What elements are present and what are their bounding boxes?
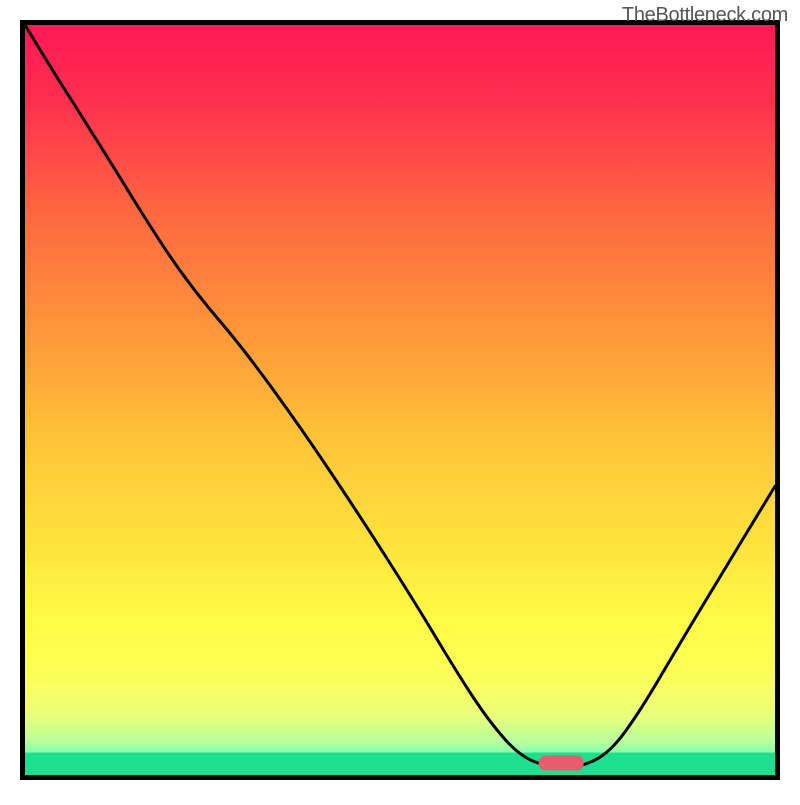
watermark-text: TheBottleneck.com [622,4,788,27]
chart-marker [539,756,584,771]
chart-container [0,0,800,800]
chart-green-band [25,753,775,776]
chart-background-gradient [25,25,775,775]
chart-svg [0,0,800,800]
